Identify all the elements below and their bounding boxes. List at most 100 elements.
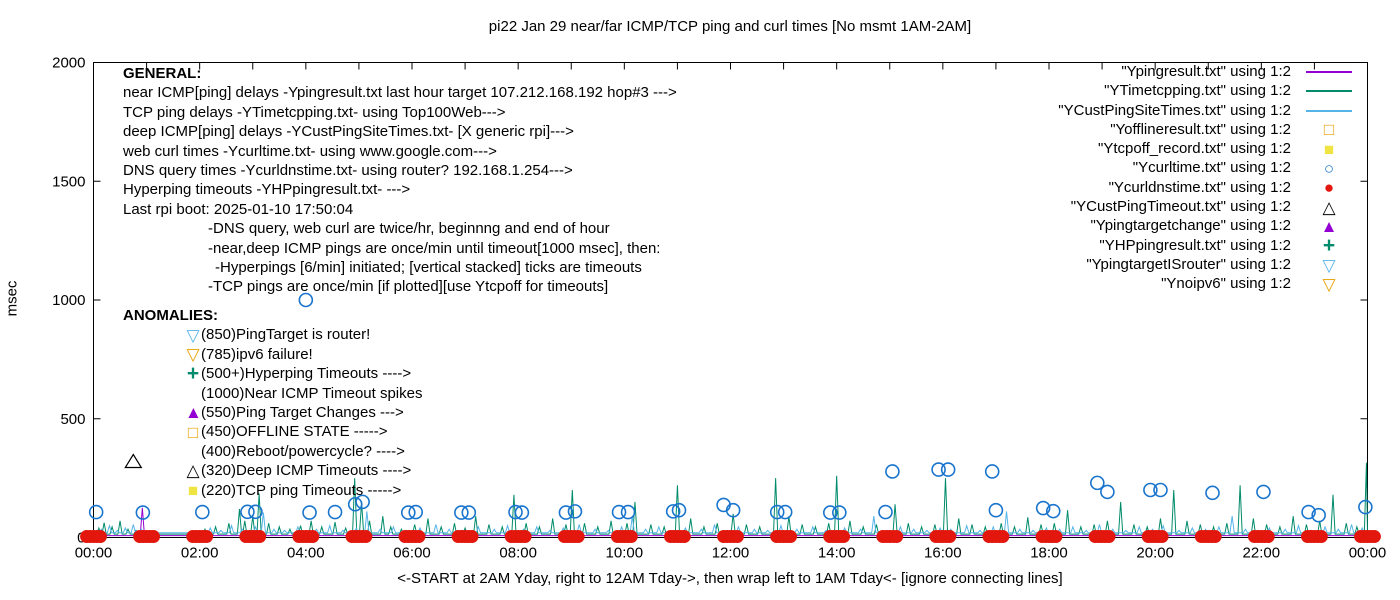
legend-item-tcp-ping-timeout: "Ytcpoff_record.txt" using 1:2 ■ [897, 139, 1367, 158]
web-curl-marker [567, 504, 583, 519]
dns-query-marker [996, 530, 1010, 544]
web-curl-marker [508, 504, 523, 520]
dns-query-marker [571, 530, 585, 544]
web-curl-marker [514, 505, 530, 520]
legend-item-dns-query: "Ycurldnstime.txt" using 1:2 ● [897, 178, 1367, 197]
dns-query-marker [518, 530, 532, 544]
legend-item-tcp-ping: "YTimetcpping.txt" using 1:2 [897, 81, 1367, 100]
web-curl-marker [1143, 482, 1158, 498]
anomaly-item: ■ (220)TCP ping Timeouts -----> [123, 481, 422, 500]
offline-state-legend-square-open-icon: □ [1323, 120, 1335, 140]
x-tick-label: 12:00 [712, 545, 750, 562]
anomalies-text-block: ANOMALIES: ▽ (850)PingTarget is router! ▽(… [123, 306, 422, 500]
x-tick-label: 14:00 [818, 545, 856, 562]
web-curl-marker [135, 505, 151, 520]
web-curl-marker [558, 505, 574, 520]
web-curl-marker [671, 502, 687, 518]
dns-query-marker [412, 530, 426, 544]
anomaly-item: ▲ (550)Ping Target Changes ---> [123, 403, 422, 422]
x-tick-label: 04:00 [287, 545, 325, 562]
general-line: DNS query times -Ycurldnstime.txt- using… [123, 162, 573, 180]
legend-item-offline-state: "Yofflineresult.txt" using 1:2 □ [897, 120, 1367, 139]
dns-query-marker [253, 530, 267, 544]
dns-query-marker [783, 530, 797, 544]
dns-query-marker [1367, 530, 1381, 544]
web-curl-marker [240, 504, 255, 520]
anomaly-text: (1000)Near ICMP Timeout spikes [201, 384, 423, 402]
x-tick-label: 16:00 [924, 545, 962, 562]
anomalies-heading: ANOMALIES: [123, 307, 218, 324]
web-curl-marker [725, 502, 741, 518]
x-tick-label: 20:00 [1136, 545, 1174, 562]
web-curl-marker [665, 504, 681, 519]
web-curl-marker [822, 505, 838, 520]
anomaly-item: ▽ (785)ipv6 failure! [123, 345, 422, 364]
legend-item-ping-target-change: "Ypingtargetchange" using 1:2 ▲ [897, 216, 1367, 235]
web-curl-marker [769, 504, 785, 520]
web-curl-marker [940, 462, 956, 477]
anomaly-item: △ (320)Deep ICMP Timeouts ----> [123, 461, 422, 480]
web-curl-marker [1100, 484, 1115, 500]
legend-item-deep-icmp-ping: "YCustPingSiteTimes.txt" using 1:2 [897, 101, 1367, 120]
anomaly-item: □ (450)OFFLINE STATE -----> [123, 422, 422, 441]
general-text-block: GENERAL: near ICMP[ping] delays -Ypingre… [123, 64, 677, 297]
web-curl-marker [620, 504, 636, 520]
x-tick-label: 06:00 [393, 545, 431, 562]
general-line: TCP ping delays -YTimetcpping.txt- using… [123, 103, 506, 121]
dns-query-marker [1155, 530, 1169, 544]
general-heading: GENERAL: [123, 65, 202, 82]
web-curl-marker [408, 504, 424, 520]
x-tick-label: 18:00 [1030, 545, 1068, 562]
web-curl-marker [195, 504, 210, 520]
web-curl-marker [88, 504, 104, 520]
tridown-open-icon: ▽ [186, 325, 200, 345]
anomaly-text: (400)Reboot/powercycle? ----> [201, 442, 405, 460]
tcp-ping-timeout-legend-square-filled-icon: ■ [1323, 139, 1335, 159]
x-tick-label: 00:00 [75, 545, 113, 562]
web-curl-marker [461, 505, 477, 520]
web-curl-marker [1035, 500, 1051, 516]
dns-query-marker [465, 530, 479, 544]
web-curl-marker [1153, 482, 1168, 498]
web-curl-marker [1045, 503, 1061, 519]
web-curl-marker [1090, 475, 1105, 491]
web-curl-marker [931, 462, 946, 477]
triangle-open-icon: △ [186, 461, 200, 481]
legend-label: "Ytcpoff_record.txt" using 1:2 [1098, 140, 1291, 158]
legend-label: "YCustPingSiteTimes.txt" using 1:2 [1058, 101, 1291, 119]
web-curl-marker [454, 505, 469, 520]
anomaly-text: (850)PingTarget is router! [201, 326, 371, 344]
anomaly-text: (550)Ping Target Changes ---> [201, 403, 404, 421]
tridown-open-icon: ▽ [186, 344, 200, 364]
dns-query-marker [1049, 530, 1063, 544]
general-line: Last rpi boot: 2025-01-10 17:50:04 [123, 200, 354, 218]
web-curl-marker [984, 464, 1000, 479]
anomaly-item: ▽ (850)PingTarget is router! [123, 325, 422, 344]
general-line: -Hyperpings [6/min] initiated; [vertical… [215, 259, 642, 277]
legend-label: "YpingtargetISrouter" using 1:2 [1086, 255, 1291, 273]
deep-icmp-ping-line [93, 511, 1368, 534]
anomaly-text: (220)TCP ping Timeouts -----> [201, 481, 402, 499]
general-line: -DNS query, web curl are twice/hr, begin… [208, 220, 610, 238]
deep-icmp-timeout-legend-triangle-open-icon: △ [1322, 197, 1336, 217]
y-tick-label: 500 [60, 411, 85, 428]
x-tick-label: 22:00 [1243, 545, 1281, 562]
legend-label: "YTimetcpping.txt" using 1:2 [1104, 82, 1291, 100]
web-curl-marker [1358, 499, 1373, 515]
legend-label: "Ycurltime.txt" using 1:2 [1132, 159, 1291, 177]
dns-query-marker [306, 530, 320, 544]
pingtarget-is-router-legend-tridown-open-icon: ▽ [1322, 255, 1336, 275]
dns-query-marker [1102, 530, 1116, 544]
legend-label: "Yofflineresult.txt" using 1:2 [1110, 120, 1291, 138]
web-curl-marker [355, 494, 370, 510]
legend-item-pingtarget-is-router: "YpingtargetISrouter" using 1:2 ▽ [897, 255, 1367, 274]
legend-item-near-icmp-ping: "Ypingresult.txt" using 1:2 [897, 62, 1367, 81]
chart-title: pi22 Jan 29 near/far ICMP/TCP ping and c… [488, 18, 972, 35]
dns-query-marker [200, 530, 214, 544]
dns-query-marker [624, 530, 638, 544]
anomaly-text: (500+)Hyperping Timeouts ----> [201, 365, 412, 383]
dns-query-marker [146, 530, 160, 544]
dns-query-marker [677, 530, 691, 544]
